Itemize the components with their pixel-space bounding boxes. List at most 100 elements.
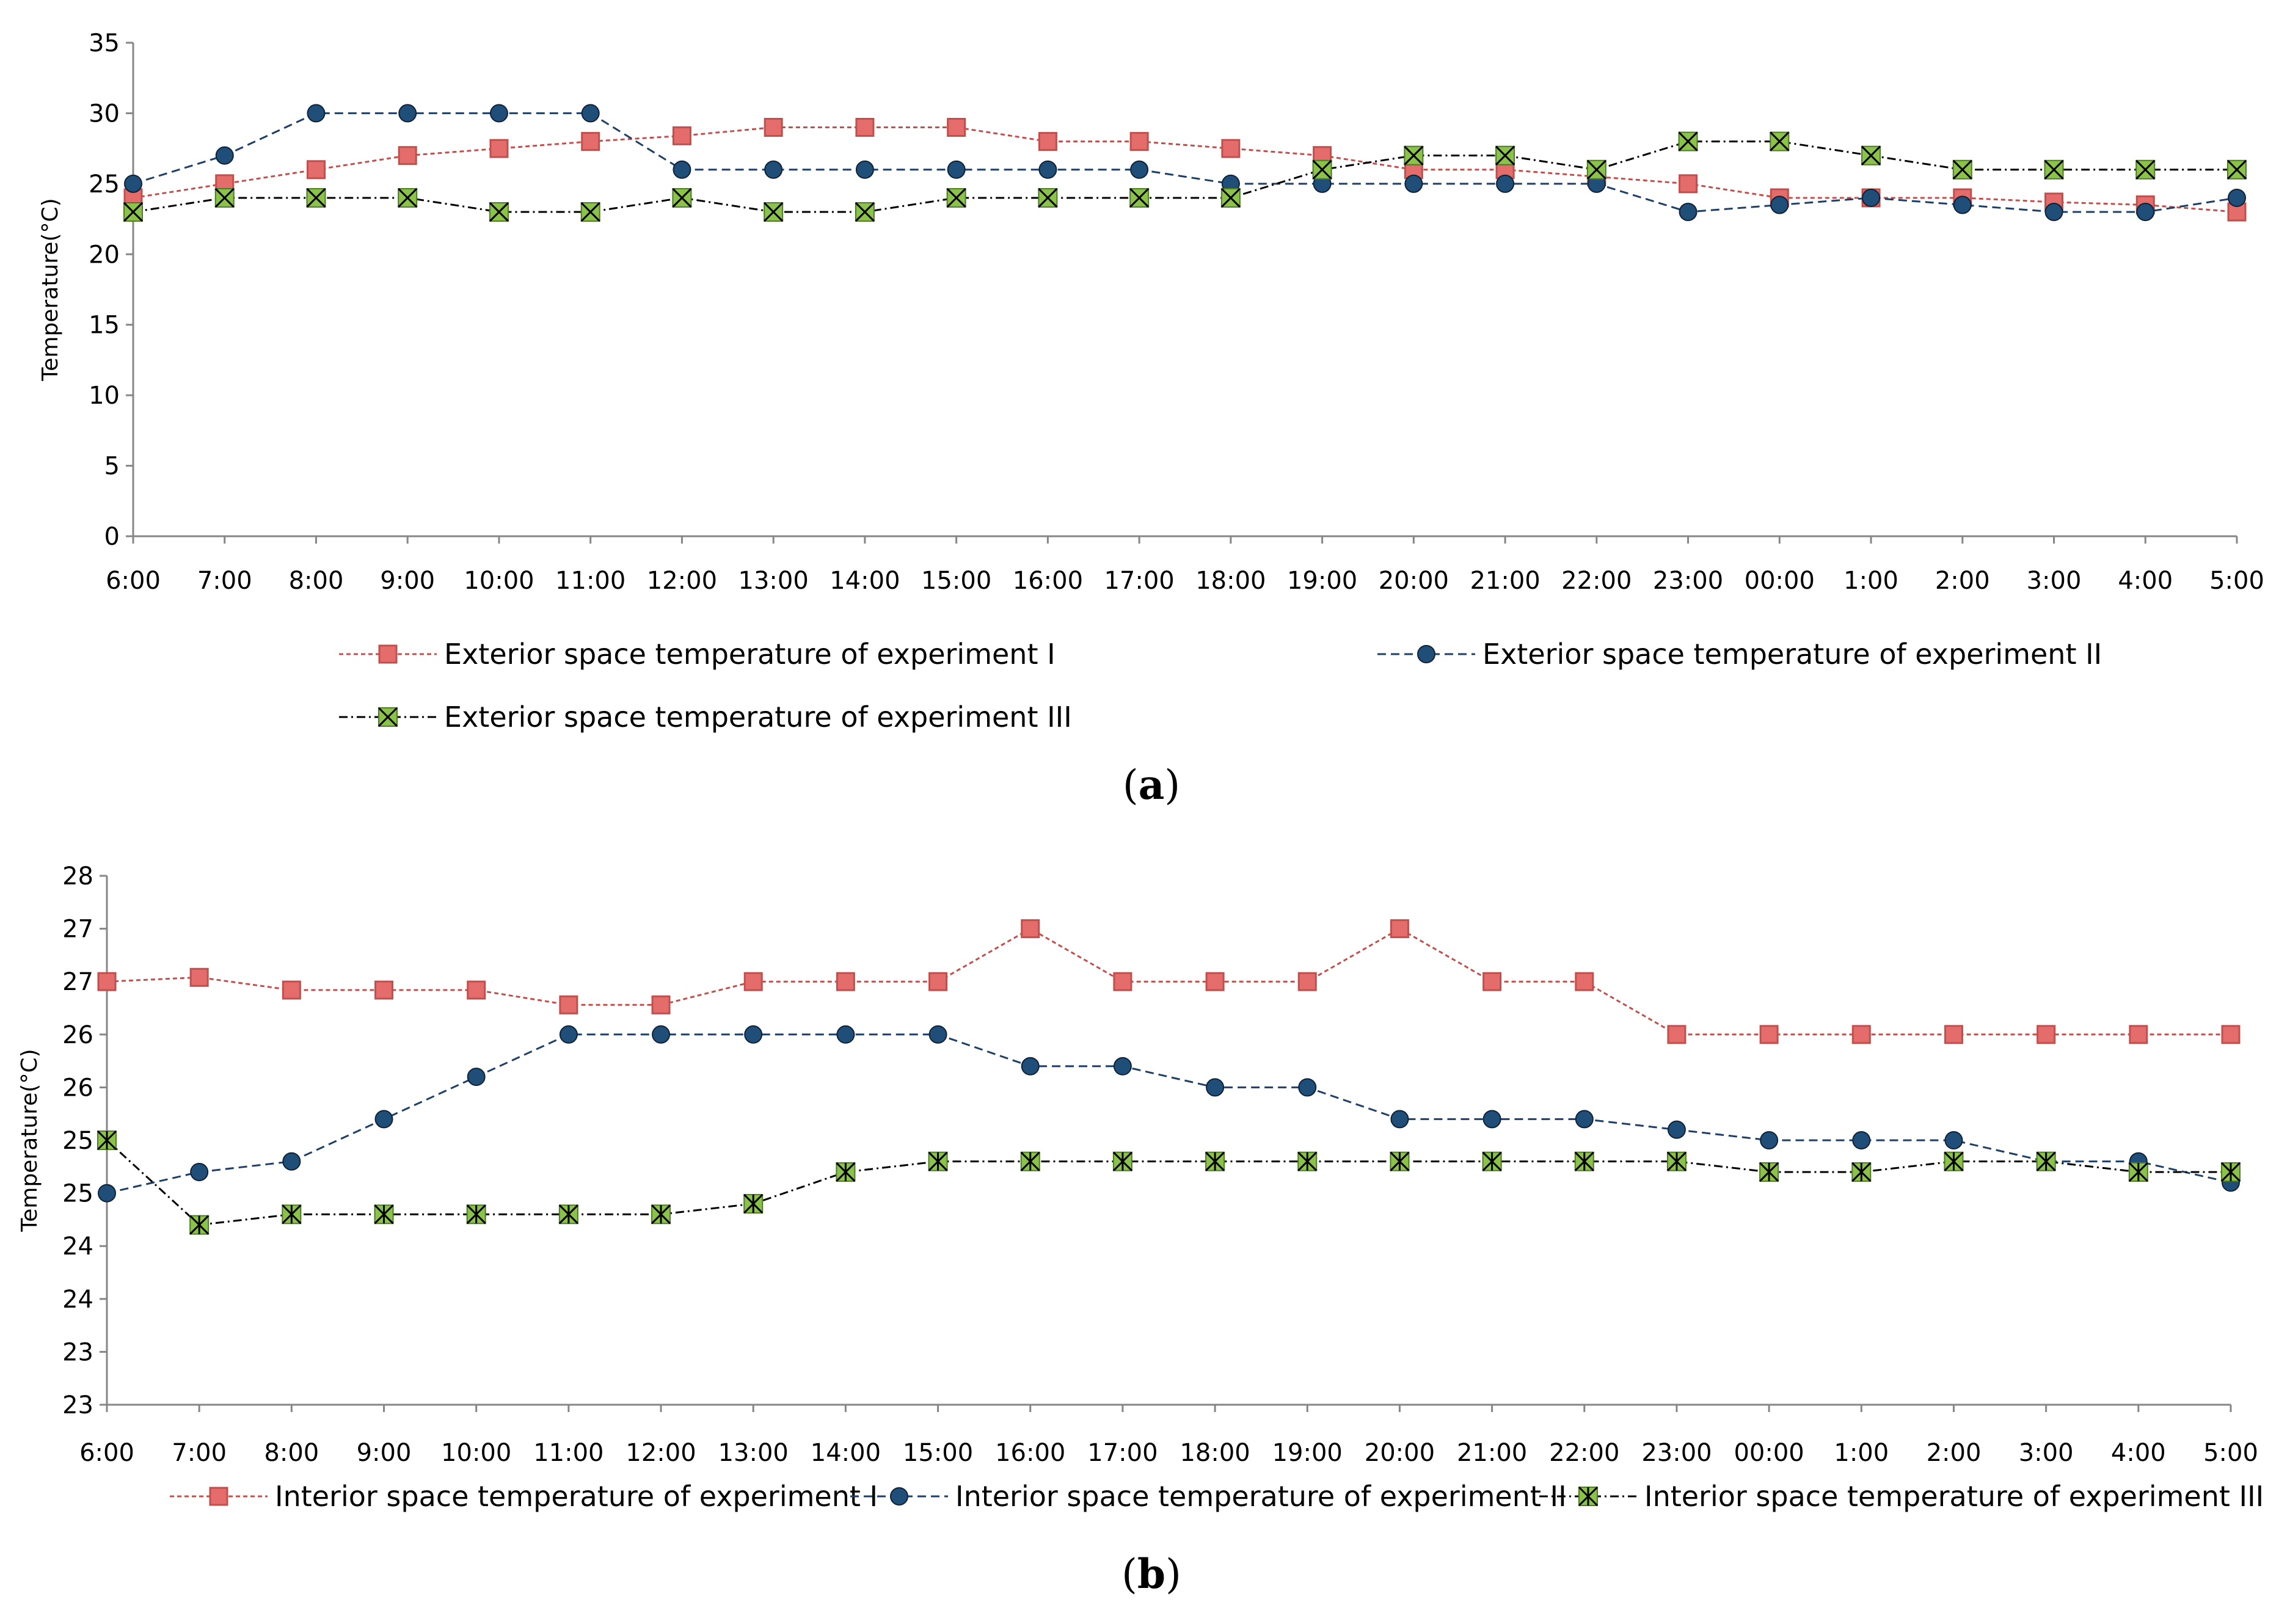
series-3 bbox=[97, 1130, 2241, 1235]
data-point bbox=[673, 160, 691, 179]
x-tick-label: 1:00 bbox=[1843, 567, 1898, 595]
series-line bbox=[106, 1139, 2231, 1226]
y-tick-label: 35 bbox=[89, 29, 120, 57]
y-tick-label: 25 bbox=[89, 170, 120, 198]
legend-label: Interior space temperature of experiment… bbox=[955, 1480, 1567, 1513]
data-point bbox=[189, 967, 209, 987]
x-tick-label: 19:00 bbox=[1287, 567, 1357, 595]
data-point bbox=[581, 132, 600, 151]
data-point bbox=[1021, 919, 1040, 939]
y-tick-label: 26 bbox=[62, 1074, 93, 1102]
data-point bbox=[1205, 972, 1225, 991]
data-point bbox=[1206, 1078, 1225, 1097]
data-point bbox=[214, 188, 235, 208]
data-point bbox=[855, 118, 875, 137]
data-point bbox=[1759, 1162, 1779, 1182]
data-point bbox=[1852, 1131, 1871, 1149]
legend-label: Interior space temperature of experiment… bbox=[275, 1480, 878, 1513]
data-point bbox=[1482, 1151, 1502, 1171]
data-point bbox=[374, 1204, 394, 1225]
data-point bbox=[947, 160, 966, 179]
x-tick-label: 4:00 bbox=[2118, 567, 2173, 595]
x-tick-label: 10:00 bbox=[464, 567, 534, 595]
y-tick-label: 23 bbox=[62, 1338, 93, 1366]
data-point bbox=[1221, 139, 1241, 158]
y-tick-label: 23 bbox=[62, 1391, 93, 1419]
data-point bbox=[855, 160, 874, 179]
x-tick-label: 16:00 bbox=[995, 1439, 1065, 1467]
data-point bbox=[1297, 1151, 1318, 1171]
data-point bbox=[1952, 159, 1972, 180]
x-tick-label: 20:00 bbox=[1365, 1439, 1435, 1467]
legend-item-2: Exterior space temperature of experiment… bbox=[1377, 638, 2102, 671]
data-point bbox=[2044, 203, 2063, 222]
data-point bbox=[1129, 132, 1149, 151]
data-point bbox=[1021, 1057, 1040, 1076]
y-tick-label: 24 bbox=[62, 1233, 93, 1261]
y-axis-label: Temperature(°C) bbox=[38, 198, 63, 381]
x-tick-label: 12:00 bbox=[625, 1439, 696, 1467]
data-point bbox=[743, 1193, 764, 1214]
legend-label: Exterior space temperature of experiment… bbox=[1482, 638, 2102, 671]
data-point bbox=[1020, 1151, 1040, 1171]
y-tick-label: 30 bbox=[89, 100, 120, 128]
series-line bbox=[133, 126, 2237, 213]
x-tick-label: 2:00 bbox=[1935, 567, 1990, 595]
data-point bbox=[1953, 195, 1972, 214]
data-point bbox=[1129, 188, 1150, 208]
data-point bbox=[489, 202, 509, 222]
data-point bbox=[651, 1204, 671, 1225]
data-point bbox=[1404, 174, 1423, 193]
caption-open: ( bbox=[1123, 762, 1139, 809]
panel-caption: (a) bbox=[1123, 761, 1180, 809]
data-point bbox=[1205, 1151, 1225, 1171]
series-3 bbox=[123, 131, 2247, 222]
data-point bbox=[1770, 131, 1790, 151]
caption-letter: b bbox=[1137, 1550, 1165, 1598]
y-tick-label: 25 bbox=[62, 1180, 93, 1208]
data-point bbox=[1862, 188, 1881, 207]
x-tick-label: 4:00 bbox=[2111, 1439, 2166, 1467]
x-tick-label: 9:00 bbox=[380, 567, 435, 595]
data-point bbox=[581, 104, 600, 123]
legend-marker bbox=[1417, 645, 1435, 663]
y-tick-label: 10 bbox=[89, 382, 120, 410]
y-tick-label: 25 bbox=[62, 1127, 93, 1155]
series-line bbox=[106, 927, 2231, 1036]
y-tick-label: 27 bbox=[62, 916, 93, 944]
data-point bbox=[2044, 159, 2064, 180]
data-point bbox=[580, 202, 600, 222]
series-line bbox=[106, 1033, 2231, 1195]
data-point bbox=[374, 1110, 393, 1129]
x-tick-label: 9:00 bbox=[357, 1439, 412, 1467]
legend-item-3: Interior space temperature of experiment… bbox=[1539, 1480, 2264, 1513]
data-point bbox=[1482, 972, 1502, 991]
data-point bbox=[651, 995, 671, 1014]
data-point bbox=[1130, 160, 1149, 179]
data-point bbox=[1390, 919, 1409, 939]
data-point bbox=[123, 202, 144, 222]
data-point bbox=[928, 972, 948, 991]
data-point bbox=[97, 1130, 117, 1151]
legend-item-1: Interior space temperature of experiment… bbox=[170, 1480, 878, 1513]
x-tick-label: 15:00 bbox=[903, 1439, 973, 1467]
data-point bbox=[2226, 159, 2247, 180]
data-point bbox=[836, 1025, 855, 1044]
data-point bbox=[489, 104, 508, 123]
data-point bbox=[306, 160, 326, 180]
data-point bbox=[1297, 972, 1317, 991]
x-tick-label: 5:00 bbox=[2203, 1439, 2258, 1467]
data-point bbox=[1482, 1110, 1501, 1129]
data-point bbox=[1678, 131, 1698, 151]
x-tick-label: 14:00 bbox=[830, 567, 900, 595]
data-point bbox=[2037, 1025, 2056, 1044]
data-point bbox=[1495, 145, 1515, 166]
x-tick-label: 6:00 bbox=[79, 1439, 134, 1467]
y-tick-label: 5 bbox=[104, 453, 120, 481]
data-point bbox=[1944, 1151, 1964, 1171]
legend-marker bbox=[209, 1487, 228, 1506]
series-1 bbox=[123, 118, 2247, 222]
data-point bbox=[744, 1025, 763, 1044]
data-point bbox=[1574, 1151, 1594, 1171]
data-point bbox=[1861, 145, 1881, 166]
